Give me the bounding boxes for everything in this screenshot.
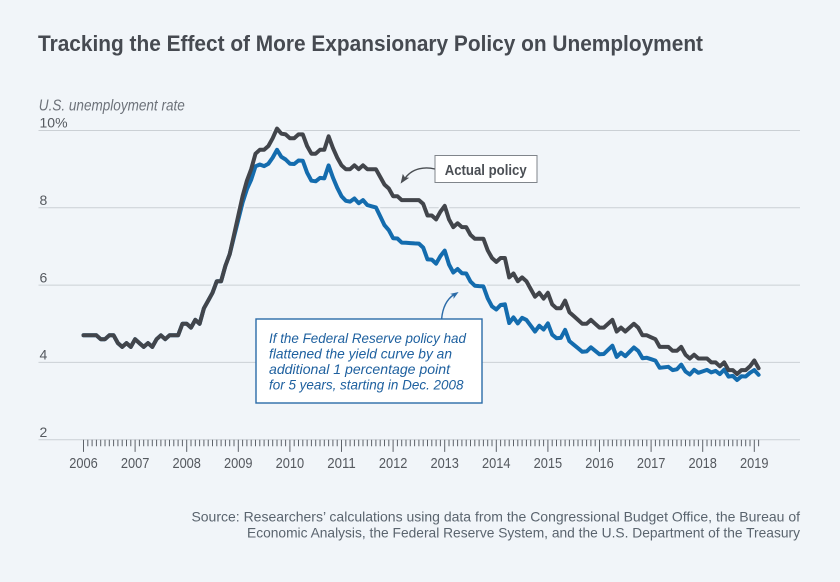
svg-text:for 5 years, starting in Dec.: for 5 years, starting in Dec. 2008 <box>269 376 464 392</box>
svg-text:2018: 2018 <box>688 455 717 472</box>
svg-text:6: 6 <box>40 269 48 285</box>
svg-text:2006: 2006 <box>69 455 98 472</box>
svg-text:2008: 2008 <box>172 455 201 472</box>
svg-text:If the Federal Reserve policy: If the Federal Reserve policy had <box>269 330 467 346</box>
svg-text:2016: 2016 <box>585 455 614 472</box>
svg-text:2017: 2017 <box>637 455 666 472</box>
svg-text:2010: 2010 <box>276 455 305 472</box>
svg-text:U.S. unemployment rate: U.S. unemployment rate <box>39 98 185 115</box>
svg-text:Actual policy: Actual policy <box>445 163 527 179</box>
svg-text:2007: 2007 <box>121 455 150 472</box>
svg-text:2014: 2014 <box>482 455 511 472</box>
svg-text:2019: 2019 <box>740 455 769 472</box>
svg-text:2: 2 <box>40 424 48 440</box>
svg-text:2015: 2015 <box>534 455 563 472</box>
svg-text:Source: Researchers’ calculati: Source: Researchers’ calculations using … <box>191 509 800 525</box>
svg-text:Tracking the Effect of More Ex: Tracking the Effect of More Expansionary… <box>38 31 704 56</box>
svg-text:2009: 2009 <box>224 455 253 472</box>
svg-text:2011: 2011 <box>327 455 356 472</box>
svg-text:10%: 10% <box>40 115 68 131</box>
svg-text:flattened the yield curve by a: flattened the yield curve by an <box>269 346 452 362</box>
svg-text:additional 1 percentage point: additional 1 percentage point <box>269 361 451 377</box>
svg-text:2012: 2012 <box>379 455 408 472</box>
svg-text:2013: 2013 <box>430 455 459 472</box>
svg-text:Economic Analysis, the Federal: Economic Analysis, the Federal Reserve S… <box>247 524 800 540</box>
svg-text:8: 8 <box>40 192 48 208</box>
svg-text:4: 4 <box>40 347 48 363</box>
